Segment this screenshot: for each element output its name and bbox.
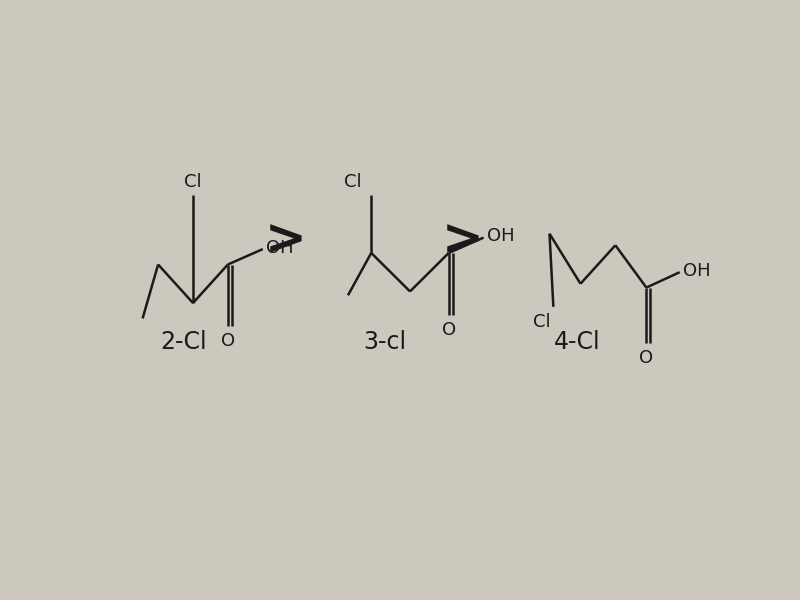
Text: OH: OH [486,227,514,245]
Text: OH: OH [266,239,294,257]
Text: 4-Cl: 4-Cl [554,330,601,354]
Text: O: O [221,332,235,350]
Text: Cl: Cl [184,173,202,191]
Text: >: > [442,217,484,265]
Text: 2-Cl: 2-Cl [160,330,207,354]
Text: O: O [442,321,456,339]
Text: OH: OH [683,262,710,280]
Text: 3-cl: 3-cl [364,330,406,354]
Text: Cl: Cl [533,313,550,331]
Text: Cl: Cl [344,173,362,191]
Text: >: > [265,217,307,265]
Text: O: O [639,349,654,367]
